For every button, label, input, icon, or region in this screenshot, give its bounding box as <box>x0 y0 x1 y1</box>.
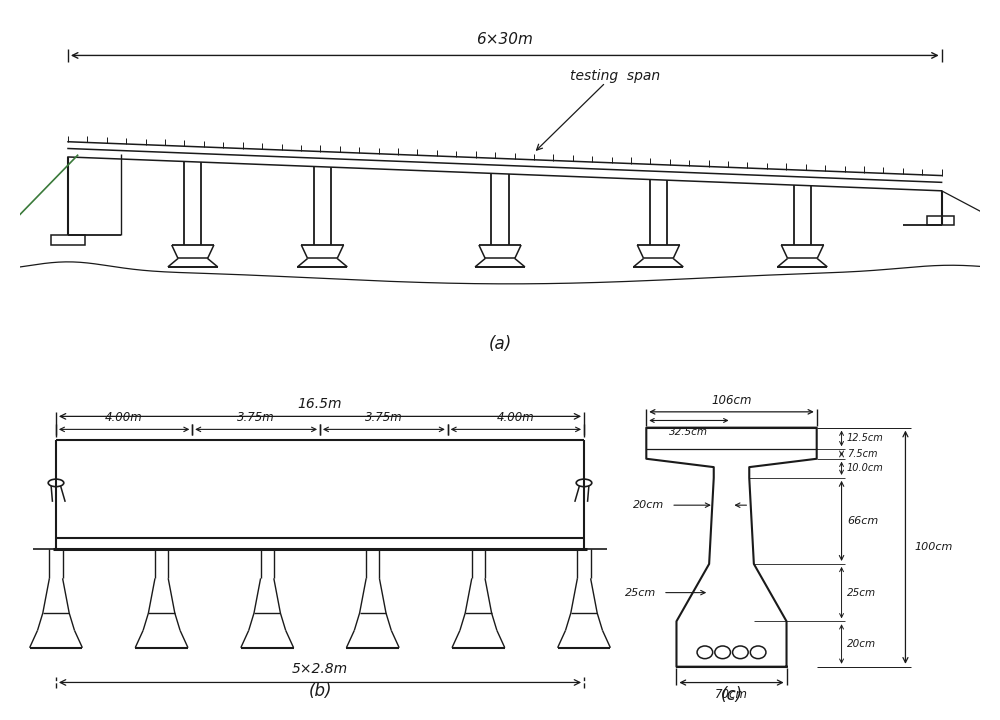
Text: 20cm: 20cm <box>633 500 664 510</box>
Text: (a): (a) <box>488 336 512 354</box>
Text: 12.5cm: 12.5cm <box>847 433 884 444</box>
Text: 32.5cm: 32.5cm <box>669 427 708 437</box>
Text: testing  span: testing span <box>570 68 660 83</box>
Text: 6×30m: 6×30m <box>476 32 533 47</box>
Text: 3.75m: 3.75m <box>237 410 275 423</box>
Text: 4.00m: 4.00m <box>497 410 535 423</box>
Text: 100cm: 100cm <box>914 542 953 552</box>
Text: 25cm: 25cm <box>625 588 656 598</box>
Text: 70cm: 70cm <box>715 688 748 701</box>
Text: 25cm: 25cm <box>847 588 876 598</box>
Text: 16.5m: 16.5m <box>298 397 342 410</box>
Text: (c): (c) <box>720 686 743 704</box>
Text: 106cm: 106cm <box>711 394 752 407</box>
Text: 20cm: 20cm <box>847 639 876 649</box>
Text: (b): (b) <box>308 682 332 700</box>
Text: 4.00m: 4.00m <box>105 410 143 423</box>
Text: 7.5cm: 7.5cm <box>847 449 877 459</box>
Bar <box>927 216 954 225</box>
Text: 66cm: 66cm <box>847 516 878 526</box>
Text: 3.75m: 3.75m <box>365 410 403 423</box>
Text: 5×2.8m: 5×2.8m <box>292 662 348 676</box>
Text: 10.0cm: 10.0cm <box>847 463 884 473</box>
Bar <box>51 235 85 245</box>
